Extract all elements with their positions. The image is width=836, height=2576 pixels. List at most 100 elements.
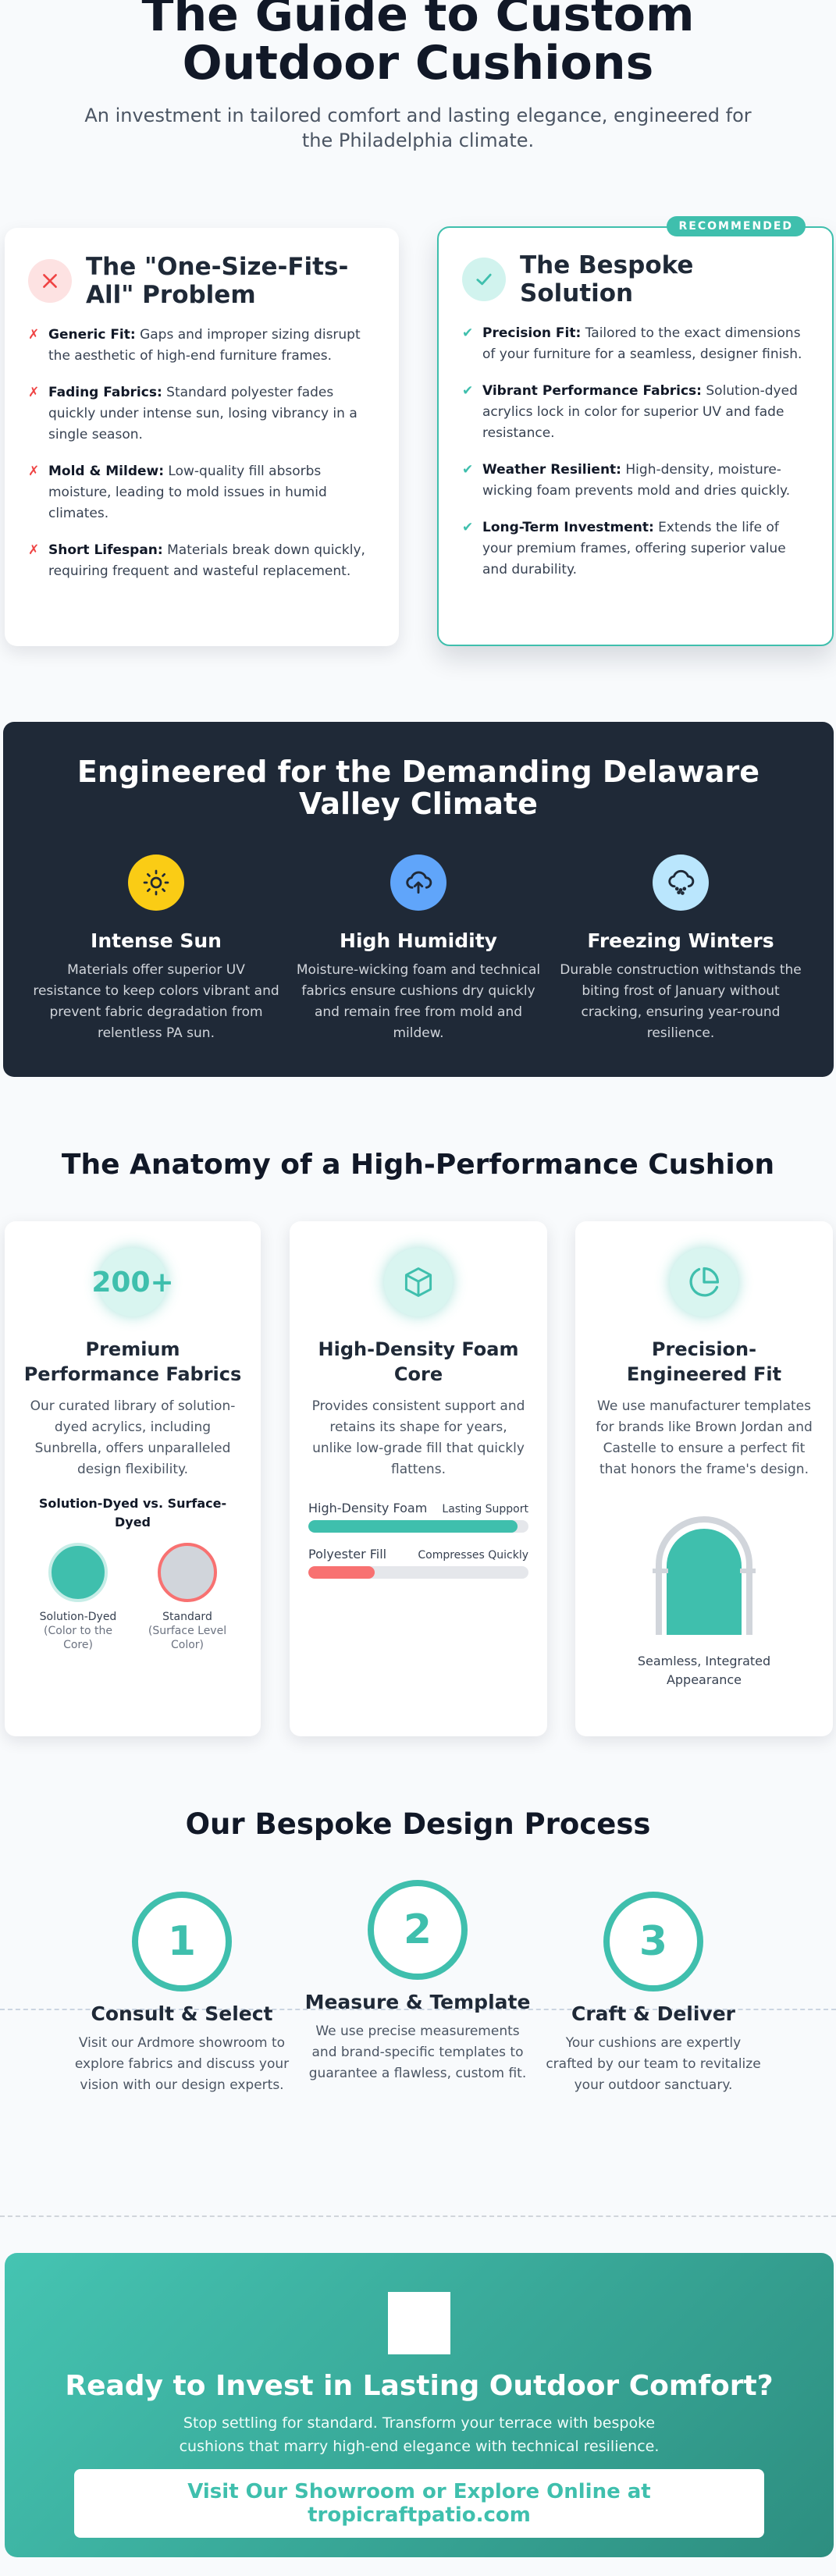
- page-title: The Guide to Custom Outdoor Cushions: [141, 0, 695, 91]
- visit-showroom-button[interactable]: Visit Our Showroom or Explore Online at …: [74, 2469, 764, 2538]
- foam-bar-fill: [308, 1520, 518, 1533]
- check-icon: [462, 258, 506, 301]
- list-item: ✗ Mold & Mildew: Low-quality fill absorb…: [28, 461, 375, 524]
- polyester-bar-fill: [308, 1566, 375, 1579]
- climate-col-text: Materials offer superior UV resistance t…: [33, 962, 279, 1041]
- list-item: ✔ Precision Fit: Tailored to the exact d…: [462, 323, 809, 365]
- climate-col-winter: Freezing Winters Durable construction wi…: [556, 855, 806, 1044]
- close-icon: [28, 259, 72, 303]
- swatch-label: Standard: [162, 1611, 212, 1623]
- fit-text: We use manufacturer templates for brands…: [596, 1398, 813, 1477]
- list-item: ✗ Fading Fabrics: Standard polyester fad…: [28, 382, 375, 446]
- bar-note: Compresses Quickly: [418, 1549, 528, 1562]
- item-text: Gaps and improper sizing disrupt the aes…: [48, 327, 361, 364]
- swatch-solution-dyed: Solution-Dyed (Color to the Core): [31, 1543, 125, 1652]
- climate-section: Engineered for the Demanding Delaware Va…: [3, 722, 834, 1077]
- climate-col-sun: Intense Sun Materials offer superior UV …: [31, 855, 281, 1044]
- climate-col-text: Durable construction withstands the biti…: [560, 962, 802, 1041]
- step-3: 3 Craft & Deliver Your cushions are expe…: [540, 1892, 767, 2096]
- fabric-count-stat: 200+: [91, 1248, 174, 1316]
- cross-mark-icon: ✗: [28, 385, 40, 400]
- step-title: Craft & Deliver: [571, 2002, 735, 2025]
- bar-label-row: High-Density Foam Lasting Support: [308, 1501, 528, 1515]
- step-text: Visit our Ardmore showroom to explore fa…: [74, 2035, 290, 2093]
- bar-note: Lasting Support: [442, 1503, 528, 1515]
- list-item: ✔ Weather Resilient: High-density, moist…: [462, 460, 809, 502]
- item-text: High-density, moisture-wicking foam prev…: [482, 462, 791, 499]
- list-item: ✔ Long-Term Investment: Extends the life…: [462, 517, 809, 581]
- logo-placeholder: [388, 2292, 450, 2354]
- section-divider: [0, 2215, 836, 2217]
- solution-title: The Bespoke Solution: [520, 251, 694, 307]
- check-mark-icon: ✔: [462, 383, 474, 399]
- step-number: 1: [132, 1892, 232, 1992]
- item-term: Fading Fabrics:: [48, 385, 162, 400]
- fit-caption: Seamless, Integrated Appearance: [637, 1654, 771, 1687]
- fabrics-card: 200+ Premium Performance Fabrics Our cur…: [5, 1221, 261, 1736]
- hero: The Guide to Custom Outdoor Cushions An …: [0, 0, 836, 153]
- step-2: 2 Measure & Template We use precise meas…: [304, 1880, 531, 2084]
- foam-text: Provides consistent support and retains …: [311, 1398, 525, 1477]
- climate-col-humidity: High Humidity Moisture-wicking foam and …: [293, 855, 543, 1044]
- problem-title: The "One-Size-Fits-All" Problem: [86, 253, 349, 309]
- swatch-standard: Standard (Surface Level Color): [141, 1543, 234, 1652]
- compare-title: Solution-Dyed vs. Surface-Dyed: [38, 1496, 227, 1530]
- cross-mark-icon: ✗: [28, 327, 40, 343]
- climate-title: Engineered for the Demanding Delaware Va…: [76, 755, 760, 821]
- step-1: 1 Consult & Select Visit our Ardmore sho…: [69, 1892, 295, 2096]
- solution-card: RECOMMENDED The Bespoke Solution ✔ Preci…: [437, 216, 834, 646]
- process-title: Our Bespoke Design Process: [185, 1807, 651, 1841]
- cross-mark-icon: ✗: [28, 464, 40, 479]
- foam-title: High-Density Foam Core: [318, 1338, 519, 1385]
- item-term: Long-Term Investment:: [482, 520, 654, 535]
- anatomy-title: The Anatomy of a High-Performance Cushio…: [61, 1149, 775, 1181]
- solution-dyed-swatch: [48, 1543, 108, 1602]
- climate-col-title: Freezing Winters: [587, 929, 774, 952]
- item-text: Standard polyester fades quickly under i…: [48, 385, 358, 442]
- fabric-count: 200+: [91, 1266, 174, 1299]
- check-mark-icon: ✔: [462, 325, 474, 341]
- fabrics-title: Premium Performance Fabrics: [23, 1338, 242, 1385]
- list-item: ✗ Generic Fit: Gaps and improper sizing …: [28, 325, 375, 367]
- step-number: 2: [368, 1880, 468, 1980]
- list-item: ✗ Short Lifespan: Materials break down q…: [28, 540, 375, 582]
- item-text: Low-quality fill absorbs moisture, leadi…: [48, 464, 327, 521]
- snow-cloud-icon: [653, 855, 709, 911]
- item-term: Precision Fit:: [482, 325, 582, 341]
- bar-label-row: Polyester Fill Compresses Quickly: [308, 1547, 528, 1562]
- fit-card: Precision-Engineered Fit We use manufact…: [575, 1221, 833, 1736]
- foam-bar-track: [308, 1520, 528, 1533]
- item-term: Vibrant Performance Fabrics:: [482, 383, 702, 399]
- fabrics-text: Our curated library of solution-dyed acr…: [30, 1398, 236, 1477]
- cta-title: Ready to Invest in Lasting Outdoor Comfo…: [65, 2370, 774, 2402]
- step-title: Consult & Select: [91, 2002, 273, 2025]
- list-item: ✔ Vibrant Performance Fabrics: Solution-…: [462, 381, 809, 444]
- foam-card: High-Density Foam Core Provides consiste…: [290, 1221, 547, 1736]
- problem-card: The "One-Size-Fits-All" Problem ✗ Generi…: [5, 228, 399, 646]
- item-term: Mold & Mildew:: [48, 464, 165, 479]
- check-mark-icon: ✔: [462, 520, 474, 535]
- check-mark-icon: ✔: [462, 462, 474, 478]
- item-text: Extends the life of your premium frames,…: [482, 520, 786, 577]
- cta-section: Ready to Invest in Lasting Outdoor Comfo…: [5, 2253, 834, 2557]
- sun-icon: [128, 855, 184, 911]
- item-text: Tailored to the exact dimensions of your…: [482, 325, 802, 362]
- swatch-sub: (Surface Level Color): [148, 1625, 227, 1651]
- item-term: Weather Resilient:: [482, 462, 621, 478]
- climate-col-title: High Humidity: [340, 929, 497, 952]
- fit-title: Precision-Engineered Fit: [626, 1338, 782, 1385]
- step-text: We use precise measurements and brand-sp…: [308, 2023, 527, 2081]
- bar-label: High-Density Foam: [308, 1501, 428, 1515]
- cross-mark-icon: ✗: [28, 542, 40, 558]
- step-title: Measure & Template: [304, 1991, 531, 2013]
- cloud-drop-icon: [390, 855, 446, 911]
- swatch-label: Solution-Dyed: [39, 1611, 117, 1623]
- polyester-bar-track: [308, 1566, 528, 1579]
- climate-col-text: Moisture-wicking foam and technical fabr…: [296, 962, 541, 1041]
- recommended-badge: RECOMMENDED: [666, 216, 806, 236]
- item-term: Generic Fit:: [48, 327, 136, 343]
- climate-col-title: Intense Sun: [91, 929, 222, 952]
- cta-text: Stop settling for standard. Transform yo…: [179, 2414, 660, 2455]
- process-timeline: [0, 2009, 836, 2010]
- swatch-sub: (Color to the Core): [44, 1625, 112, 1651]
